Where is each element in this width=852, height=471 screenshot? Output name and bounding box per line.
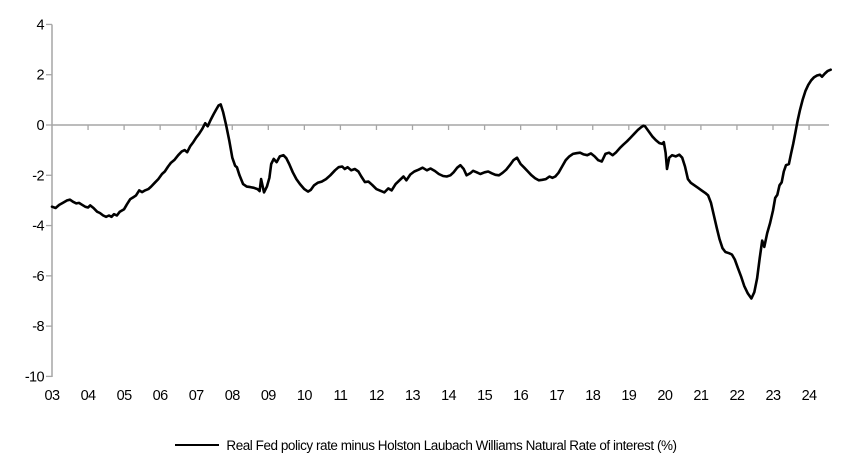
series-line xyxy=(50,68,833,300)
chart-legend: Real Fed policy rate minus Holston Lauba… xyxy=(0,433,852,457)
x-tick-label: 16 xyxy=(513,388,528,404)
x-tick-label: 09 xyxy=(261,388,276,404)
x-tick-label: 10 xyxy=(297,388,312,404)
x-tick-label: 23 xyxy=(766,388,781,404)
x-tick-label: 03 xyxy=(45,388,60,404)
x-tick-label: 18 xyxy=(585,388,600,404)
x-tick-label: 08 xyxy=(225,388,240,404)
y-tick-label: -4 xyxy=(32,219,44,235)
x-tick-label: 12 xyxy=(369,388,384,404)
x-tick-label: 07 xyxy=(189,388,204,404)
y-tick-label: -2 xyxy=(32,168,44,184)
x-tick-label: 15 xyxy=(477,388,492,404)
legend-line-sample xyxy=(175,444,220,446)
x-tick-label: 05 xyxy=(117,388,132,404)
x-tick-label: 17 xyxy=(549,388,564,404)
y-tick-label: -6 xyxy=(32,269,44,285)
x-tick-label: 06 xyxy=(153,388,168,404)
y-tick-label: 2 xyxy=(37,68,45,84)
x-tick-label: 14 xyxy=(441,388,456,404)
x-tick-label: 11 xyxy=(333,388,347,404)
legend-label: Real Fed policy rate minus Holston Lauba… xyxy=(226,437,677,453)
x-tick-label: 04 xyxy=(81,388,96,404)
y-tick-label: 0 xyxy=(37,118,45,134)
x-tick-label: 22 xyxy=(729,388,744,404)
x-tick-label: 24 xyxy=(802,388,817,404)
y-tick-label: -10 xyxy=(25,369,45,385)
x-tick-label: 20 xyxy=(657,388,672,404)
x-tick-label: 19 xyxy=(621,388,636,404)
y-tick-label: 4 xyxy=(37,17,45,33)
y-tick-label: -8 xyxy=(32,319,44,335)
x-tick-label: 21 xyxy=(693,388,708,404)
x-tick-label: 13 xyxy=(405,388,420,404)
